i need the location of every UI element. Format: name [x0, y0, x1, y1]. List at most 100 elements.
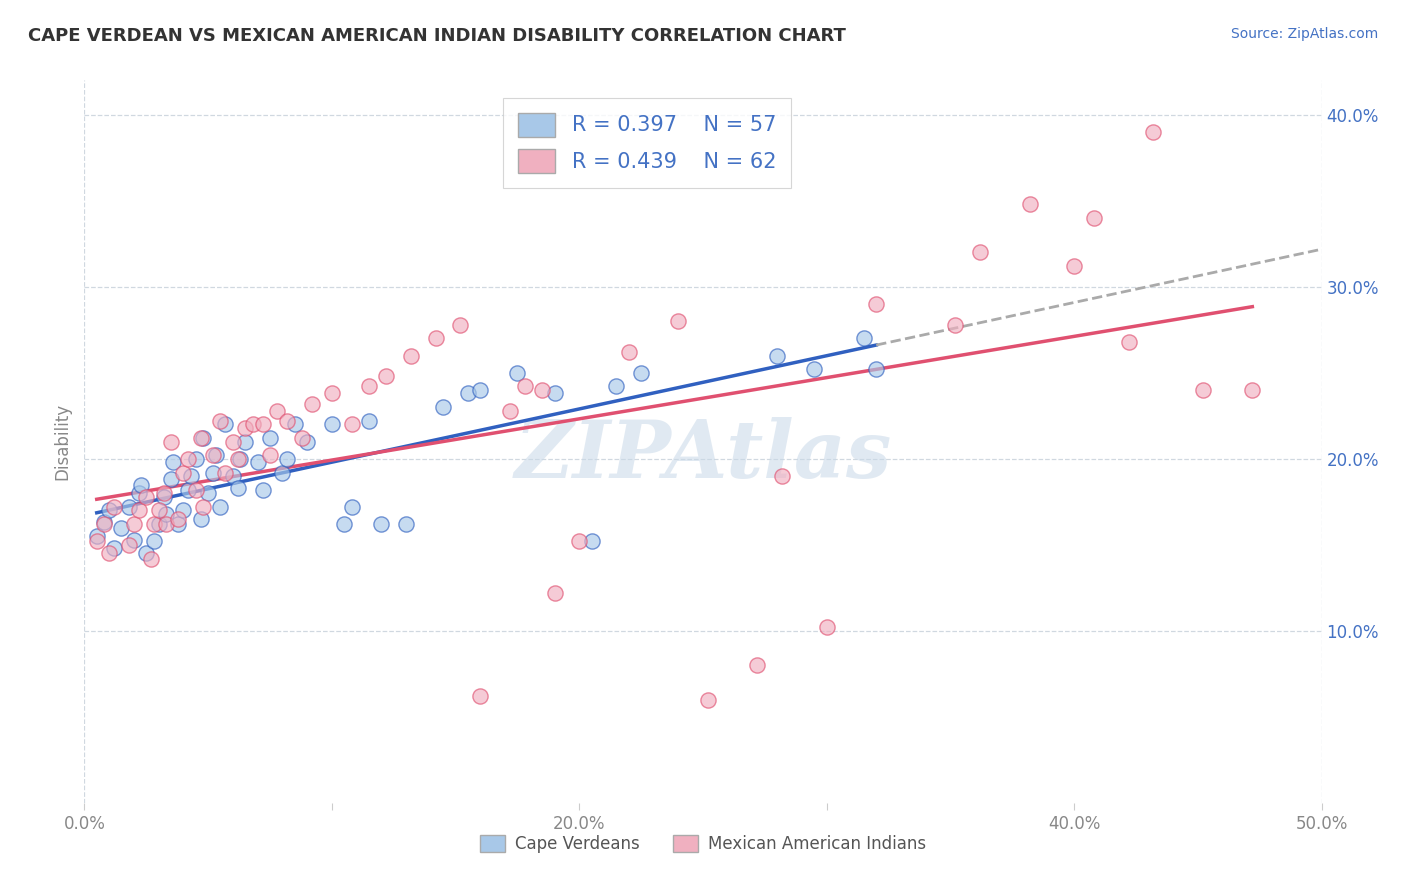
Point	[259, 448, 281, 462]
Point	[852, 331, 875, 345]
Point	[103, 541, 125, 556]
Point	[177, 483, 200, 497]
Point	[1192, 383, 1215, 397]
Point	[969, 245, 991, 260]
Point	[118, 500, 141, 514]
Point	[214, 417, 236, 432]
Point	[160, 434, 183, 449]
Point	[110, 520, 132, 534]
Point	[226, 481, 249, 495]
Point	[375, 369, 398, 384]
Point	[184, 451, 207, 466]
Point	[142, 534, 165, 549]
Point	[233, 434, 256, 449]
Point	[242, 417, 264, 432]
Point	[370, 517, 392, 532]
Point	[122, 517, 145, 532]
Point	[167, 517, 190, 532]
Point	[122, 533, 145, 547]
Point	[160, 472, 183, 486]
Point	[865, 362, 887, 376]
Text: Source: ZipAtlas.com: Source: ZipAtlas.com	[1230, 27, 1378, 41]
Point	[128, 486, 150, 500]
Point	[141, 551, 163, 566]
Point	[470, 383, 492, 397]
Point	[209, 500, 232, 514]
Point	[395, 517, 418, 532]
Point	[697, 692, 720, 706]
Point	[333, 517, 356, 532]
Point	[271, 466, 294, 480]
Point	[93, 517, 115, 532]
Point	[142, 517, 165, 532]
Point	[747, 658, 769, 673]
Point	[531, 383, 554, 397]
Y-axis label: Disability: Disability	[53, 403, 72, 480]
Point	[1063, 259, 1085, 273]
Point	[815, 620, 838, 634]
Point	[197, 486, 219, 500]
Point	[581, 534, 603, 549]
Point	[229, 451, 252, 466]
Point	[295, 434, 318, 449]
Point	[172, 503, 194, 517]
Point	[155, 507, 177, 521]
Point	[184, 483, 207, 497]
Point	[214, 466, 236, 480]
Point	[86, 529, 108, 543]
Point	[118, 538, 141, 552]
Point	[98, 503, 121, 517]
Point	[291, 431, 314, 445]
Point	[1118, 334, 1140, 349]
Point	[284, 417, 307, 432]
Legend: Cape Verdeans, Mexican American Indians: Cape Verdeans, Mexican American Indians	[474, 828, 932, 860]
Point	[252, 483, 274, 497]
Point	[152, 486, 174, 500]
Point	[568, 534, 591, 549]
Point	[129, 477, 152, 491]
Point	[865, 297, 887, 311]
Point	[190, 512, 212, 526]
Point	[162, 455, 184, 469]
Point	[152, 490, 174, 504]
Point	[457, 386, 479, 401]
Point	[93, 516, 115, 530]
Point	[259, 431, 281, 445]
Text: ZIPAtlas: ZIPAtlas	[515, 417, 891, 495]
Point	[357, 414, 380, 428]
Point	[204, 448, 226, 462]
Point	[180, 469, 202, 483]
Point	[209, 414, 232, 428]
Point	[191, 500, 214, 514]
Point	[543, 586, 565, 600]
Point	[666, 314, 689, 328]
Point	[340, 500, 363, 514]
Point	[506, 366, 529, 380]
Point	[252, 417, 274, 432]
Point	[357, 379, 380, 393]
Point	[543, 386, 565, 401]
Point	[266, 403, 288, 417]
Point	[340, 417, 363, 432]
Point	[301, 397, 323, 411]
Point	[276, 414, 298, 428]
Point	[945, 318, 967, 332]
Point	[470, 689, 492, 703]
Point	[167, 512, 190, 526]
Point	[222, 469, 245, 483]
Point	[190, 431, 212, 445]
Point	[276, 451, 298, 466]
Point	[432, 400, 454, 414]
Point	[321, 417, 343, 432]
Point	[148, 503, 170, 517]
Point	[1018, 197, 1040, 211]
Point	[321, 386, 343, 401]
Point	[135, 490, 157, 504]
Point	[148, 517, 170, 532]
Point	[135, 546, 157, 560]
Point	[98, 546, 121, 560]
Point	[1142, 125, 1164, 139]
Point	[155, 517, 177, 532]
Point	[803, 362, 825, 376]
Text: CAPE VERDEAN VS MEXICAN AMERICAN INDIAN DISABILITY CORRELATION CHART: CAPE VERDEAN VS MEXICAN AMERICAN INDIAN …	[28, 27, 846, 45]
